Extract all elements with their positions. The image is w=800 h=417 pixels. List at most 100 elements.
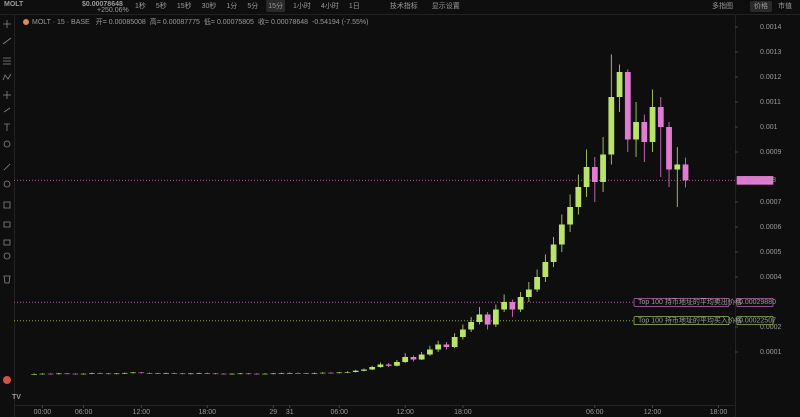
legend-text: 低= bbox=[204, 17, 215, 26]
candle-body bbox=[253, 373, 260, 375]
y-tick-label: 0.0011 bbox=[760, 99, 781, 106]
toolbar-button[interactable]: 多指图 bbox=[712, 1, 733, 10]
candle-body bbox=[674, 164, 681, 170]
interval-button[interactable]: 1分 bbox=[226, 1, 237, 10]
y-tick-label: 0.001 bbox=[760, 124, 778, 131]
price-label-bg bbox=[736, 176, 774, 185]
candle-body bbox=[278, 373, 285, 374]
interval-button[interactable]: 1小时 bbox=[293, 1, 311, 10]
toggle-bg bbox=[750, 1, 772, 12]
side-tools[interactable] bbox=[2, 20, 12, 284]
interval-button[interactable]: 15秒 bbox=[177, 1, 192, 10]
candle-body bbox=[435, 344, 442, 350]
x-tick-label: 29 bbox=[269, 409, 277, 416]
x-tick-label: 12:00 bbox=[644, 409, 662, 416]
toggle-button[interactable]: 市值 bbox=[778, 1, 792, 10]
price-label: 0.00029880 bbox=[739, 299, 776, 306]
candle-body bbox=[121, 373, 128, 374]
x-tick-label: 12:00 bbox=[396, 409, 414, 416]
candle-body bbox=[525, 289, 532, 297]
candle-body bbox=[352, 370, 359, 372]
annotation-bg bbox=[633, 297, 730, 307]
legend-text: 0.00078648 bbox=[271, 19, 308, 26]
candle-body bbox=[558, 224, 565, 245]
candle-body bbox=[295, 373, 301, 374]
interval-button[interactable]: 5秒 bbox=[156, 1, 167, 10]
y-tick-label: 0.0005 bbox=[760, 249, 782, 256]
y-tick-label: 0.0006 bbox=[760, 224, 782, 231]
legend-text: 0.00075805 bbox=[217, 19, 254, 26]
y-tick-label: 0.0002 bbox=[760, 324, 782, 331]
price-label: 0.00078648 bbox=[739, 177, 776, 184]
interval-button[interactable]: 1秒 bbox=[135, 1, 146, 10]
interval-active bbox=[266, 0, 286, 12]
candle-body bbox=[567, 207, 573, 225]
interval-button[interactable]: 1日 bbox=[349, 2, 360, 10]
tool-channel[interactable] bbox=[3, 57, 11, 65]
tool-emoji[interactable] bbox=[3, 140, 11, 148]
interval-button[interactable]: 30秒 bbox=[202, 1, 217, 10]
toggle-button[interactable]: 价格 bbox=[754, 1, 768, 10]
candle-body bbox=[237, 373, 244, 375]
price-label: 0.00022507 bbox=[739, 318, 776, 325]
candle-body bbox=[666, 127, 672, 170]
candle-body bbox=[138, 372, 145, 374]
annotation-bg bbox=[633, 316, 730, 326]
tool-crosshair[interactable] bbox=[3, 20, 11, 28]
candle-body bbox=[55, 373, 62, 375]
legend-text: 开= bbox=[96, 18, 107, 26]
candle-body bbox=[105, 373, 112, 375]
candle-body bbox=[39, 373, 46, 375]
annotation: Top 100 持币地址的平均买入价格 bbox=[638, 316, 742, 325]
tool-magnet[interactable] bbox=[3, 201, 11, 209]
price: $0.00078648 bbox=[82, 1, 123, 8]
tool-fib[interactable] bbox=[3, 91, 11, 99]
tool-line[interactable] bbox=[2, 37, 12, 45]
candle-body bbox=[130, 372, 136, 374]
candle-body bbox=[534, 277, 540, 290]
tool-hide[interactable] bbox=[3, 239, 11, 246]
token-icon bbox=[23, 19, 29, 25]
annotation: Top 100 持币地址的平均卖出价格 bbox=[638, 297, 742, 306]
candle-body bbox=[179, 373, 186, 375]
candle-body bbox=[80, 373, 87, 375]
candle-body bbox=[319, 372, 326, 374]
candle-body bbox=[303, 373, 310, 374]
candle-body bbox=[262, 373, 268, 375]
tool-eye[interactable] bbox=[3, 252, 11, 260]
candle-body bbox=[385, 364, 392, 366]
y-tick-label: 0.0007 bbox=[760, 199, 782, 206]
toolbar-button[interactable]: 显示设置 bbox=[432, 1, 460, 10]
candle-body bbox=[47, 373, 54, 375]
candle-body bbox=[311, 373, 318, 374]
tool-lock[interactable] bbox=[3, 221, 11, 228]
candle-body bbox=[657, 107, 664, 127]
tool-brush[interactable] bbox=[3, 107, 11, 113]
legend-text: 高= bbox=[150, 17, 161, 26]
legend-text: -0.54194 (-7.55%) bbox=[312, 19, 368, 26]
tool-zoom[interactable] bbox=[3, 180, 11, 188]
candle-body bbox=[377, 364, 384, 367]
toolbar-button[interactable]: 技术指标 bbox=[390, 1, 418, 10]
interval-button[interactable]: 4小时 bbox=[321, 1, 339, 10]
candle-body bbox=[600, 154, 606, 182]
candle-body bbox=[550, 244, 557, 262]
tool-pattern[interactable] bbox=[2, 73, 12, 81]
tool-ruler[interactable] bbox=[3, 163, 11, 171]
candle-body bbox=[575, 187, 582, 207]
tool-delete[interactable] bbox=[3, 275, 11, 284]
interval-button[interactable]: 5分 bbox=[247, 1, 258, 10]
legend-text: 收= bbox=[258, 17, 269, 26]
y-tick-label: 0.0001 bbox=[760, 349, 782, 356]
tool-text[interactable] bbox=[4, 123, 10, 131]
candle-body bbox=[212, 373, 219, 375]
account-icon[interactable] bbox=[3, 376, 11, 384]
candle-body bbox=[682, 164, 689, 181]
x-tick-label: 06:00 bbox=[75, 409, 93, 416]
candle-body bbox=[624, 72, 631, 140]
x-tick-label: 00:00 bbox=[34, 409, 52, 416]
interval-button[interactable]: 15分 bbox=[268, 1, 283, 10]
candle-body bbox=[220, 373, 227, 375]
candle-body bbox=[187, 373, 194, 375]
